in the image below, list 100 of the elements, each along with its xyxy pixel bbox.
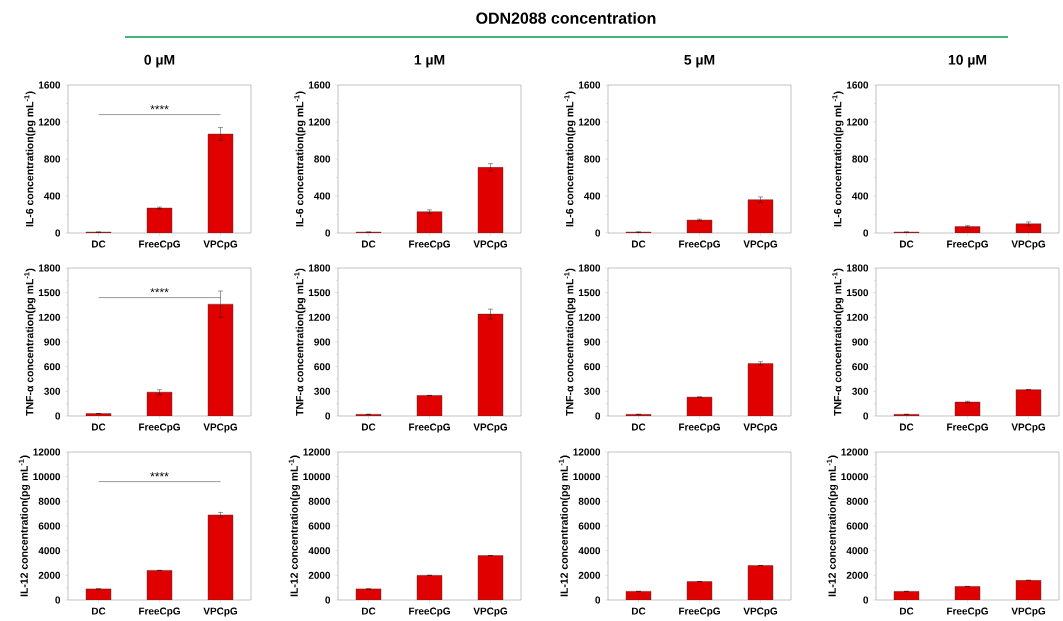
y-tick-label: 800 bbox=[314, 155, 331, 163]
x-tick-label: DC bbox=[899, 240, 914, 248]
x-tick-label: VPCpG bbox=[473, 240, 508, 250]
y-tick-label: 10000 bbox=[33, 473, 61, 481]
x-tick-label: DC bbox=[91, 607, 106, 615]
y-tick-label: 1800 bbox=[308, 264, 331, 272]
y-tick-label: 4000 bbox=[308, 547, 331, 555]
x-tick-label: VPCpG bbox=[203, 240, 238, 250]
y-tick-label: 900 bbox=[314, 338, 331, 346]
y-tick-label: 8000 bbox=[308, 497, 331, 505]
x-tick-label: VPCpG bbox=[743, 423, 778, 433]
y-tick-label: 1600 bbox=[38, 81, 61, 89]
y-tick-label: 600 bbox=[314, 363, 331, 371]
y-tick-label: 8000 bbox=[846, 497, 869, 505]
y-tick-label: 1200 bbox=[846, 313, 869, 321]
y-tick-label: 0 bbox=[325, 412, 331, 420]
x-tick-label: VPCpG bbox=[743, 240, 778, 250]
y-tick-label: 400 bbox=[584, 192, 601, 200]
y-tick-label: 900 bbox=[44, 338, 61, 346]
x-tick-label: FreeCpG bbox=[139, 607, 180, 617]
y-axis-title: IL-12 concentration(pg mL$^{-1}$) bbox=[558, 455, 570, 597]
y-tick-label: 1200 bbox=[308, 118, 331, 126]
y-tick-label: 1200 bbox=[38, 118, 61, 126]
y-tick-label: 1800 bbox=[846, 264, 869, 272]
chart-subtitle: 5 µM bbox=[684, 55, 715, 68]
x-tick-label: FreeCpG bbox=[947, 423, 988, 433]
y-tick-label: 600 bbox=[44, 363, 61, 371]
chart-subtitle: 1 µM bbox=[414, 55, 445, 68]
y-tick-label: 1600 bbox=[846, 81, 869, 89]
x-tick-label: VPCpG bbox=[743, 607, 778, 617]
x-tick-label: DC bbox=[361, 240, 376, 248]
y-tick-label: 12000 bbox=[33, 448, 61, 456]
y-axis-title: IL-12 concentration(pg mL$^{-1}$) bbox=[826, 455, 838, 597]
y-tick-label: 1800 bbox=[38, 264, 61, 272]
y-tick-label: 6000 bbox=[578, 522, 601, 530]
y-axis-title: TNF-α concentration(pg mL$^{-1}$) bbox=[832, 268, 844, 416]
x-tick-label: DC bbox=[631, 423, 646, 431]
y-tick-label: 1500 bbox=[846, 289, 869, 297]
y-axis-title: IL-6 concentration(pg mL$^{-1}$) bbox=[294, 91, 306, 227]
y-tick-label: 1200 bbox=[578, 118, 601, 126]
y-tick-label: 300 bbox=[584, 387, 601, 395]
y-tick-label: 600 bbox=[584, 363, 601, 371]
y-tick-label: 300 bbox=[314, 387, 331, 395]
y-tick-label: 0 bbox=[55, 229, 61, 237]
y-tick-label: 800 bbox=[44, 155, 61, 163]
x-tick-label: DC bbox=[361, 607, 376, 615]
y-axis-title: IL-12 concentration(pg mL$^{-1}$) bbox=[288, 455, 300, 597]
y-tick-label: 0 bbox=[863, 412, 869, 420]
y-tick-label: 900 bbox=[852, 338, 869, 346]
x-tick-label: VPCpG bbox=[1011, 607, 1046, 617]
x-tick-label: DC bbox=[899, 607, 914, 615]
y-tick-label: 1200 bbox=[38, 313, 61, 321]
y-tick-label: 4000 bbox=[578, 547, 601, 555]
y-axis-title: IL-6 concentration(pg mL$^{-1}$) bbox=[832, 91, 844, 227]
y-tick-label: 1600 bbox=[308, 81, 331, 89]
y-tick-label: 1200 bbox=[308, 313, 331, 321]
y-tick-label: 8000 bbox=[38, 497, 61, 505]
y-axis-title: TNF-α concentration(pg mL$^{-1}$) bbox=[564, 268, 576, 416]
x-tick-label: FreeCpG bbox=[409, 607, 450, 617]
x-tick-label: FreeCpG bbox=[409, 240, 450, 250]
x-tick-label: DC bbox=[361, 423, 376, 431]
y-tick-label: 2000 bbox=[846, 571, 869, 579]
y-tick-label: 6000 bbox=[846, 522, 869, 530]
annotation: **** bbox=[150, 472, 169, 477]
y-tick-label: 0 bbox=[595, 412, 601, 420]
y-tick-label: 300 bbox=[44, 387, 61, 395]
y-tick-label: 12000 bbox=[303, 448, 331, 456]
y-tick-label: 300 bbox=[852, 387, 869, 395]
y-tick-label: 10000 bbox=[303, 473, 331, 481]
x-tick-label: DC bbox=[91, 423, 106, 431]
y-tick-label: 1500 bbox=[578, 289, 601, 297]
y-tick-label: 0 bbox=[863, 596, 869, 604]
y-tick-label: 10000 bbox=[841, 473, 869, 481]
y-tick-label: 4000 bbox=[38, 547, 61, 555]
x-tick-label: FreeCpG bbox=[139, 423, 180, 433]
x-tick-label: FreeCpG bbox=[679, 240, 720, 250]
y-tick-label: 600 bbox=[852, 363, 869, 371]
y-tick-label: 2000 bbox=[38, 571, 61, 579]
y-tick-label: 2000 bbox=[578, 571, 601, 579]
x-tick-label: VPCpG bbox=[1011, 240, 1046, 250]
annotation: **** bbox=[150, 288, 169, 293]
x-tick-label: VPCpG bbox=[1011, 423, 1046, 433]
y-tick-label: 900 bbox=[584, 338, 601, 346]
y-axis-title: IL-6 concentration(pg mL$^{-1}$) bbox=[24, 91, 36, 227]
x-tick-label: DC bbox=[631, 240, 646, 248]
y-tick-label: 0 bbox=[595, 596, 601, 604]
x-tick-label: FreeCpG bbox=[679, 607, 720, 617]
y-tick-label: 1200 bbox=[846, 118, 869, 126]
y-tick-label: 0 bbox=[55, 596, 61, 604]
y-tick-label: 1200 bbox=[578, 313, 601, 321]
y-tick-label: 1600 bbox=[578, 81, 601, 89]
text: ODN2088 concentration bbox=[476, 12, 656, 24]
y-tick-label: 1500 bbox=[308, 289, 331, 297]
chart-subtitle: 10 µM bbox=[948, 54, 987, 68]
y-tick-label: 1800 bbox=[578, 264, 601, 272]
annotation: **** bbox=[150, 105, 169, 110]
y-tick-label: 800 bbox=[852, 155, 869, 163]
chart-subtitle: 0 µM bbox=[144, 54, 175, 68]
y-tick-label: 0 bbox=[325, 596, 331, 604]
y-tick-label: 8000 bbox=[578, 497, 601, 505]
